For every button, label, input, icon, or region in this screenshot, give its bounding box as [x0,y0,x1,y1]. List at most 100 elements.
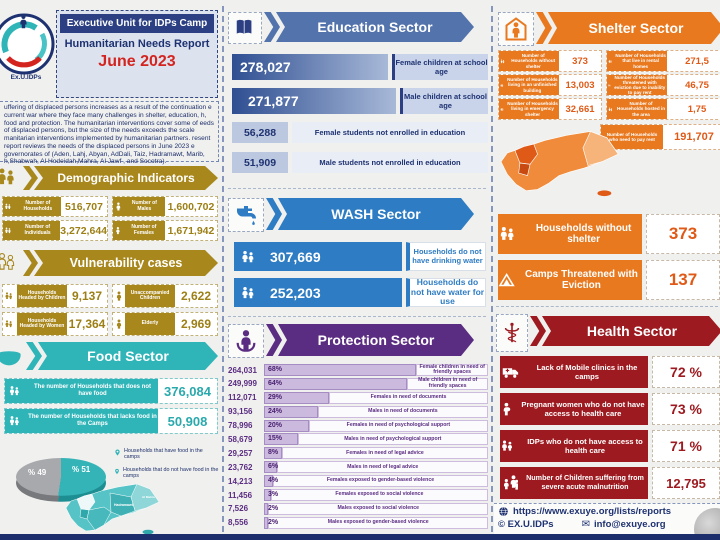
stat-value: 2,969 [180,317,212,331]
protection-value: 264,031 [228,365,257,375]
stat-chip: Number of Individuals 3,272,644 [2,220,108,241]
tent-icon [499,273,515,287]
map-label: Hadramawt [114,503,134,507]
health-value: 72 % [652,356,720,388]
women-household-icon [4,315,16,333]
protection-value: 78,996 [228,421,253,431]
house-person-icon [504,17,528,41]
stat-value: 17,364 [68,317,106,331]
protection-track: 2% Males exposed to social violence [264,502,488,515]
protection-row: 112,071 29% Females in need of documents [228,391,488,404]
people-icon [0,166,23,188]
health-row: Number of Children suffering from severe… [500,467,720,499]
shelter-stats-right: Number of Households that live in rental… [606,50,720,122]
stat-value: 2,622 [180,289,212,303]
pin-icon [115,468,119,475]
stat-label: Number of Individuals [24,224,51,236]
stat-chip: Number of Males 1,600,702 [112,196,218,217]
education-row: 271,877 Male children at school age [232,88,488,114]
shelter-chip-label: Households without shelter [535,223,632,245]
protection-label: Females in need of psychological support [308,419,488,432]
shelter-chip-value: 373 [646,214,720,254]
column-divider [222,6,224,532]
family-icon [500,437,518,455]
legend-item: Households that do not have food in the … [123,467,219,479]
protection-bar-fill: 15% [264,433,298,446]
education-label: Male students not enrolled in education [292,152,488,173]
protection-bar-fill: 4% [264,475,278,488]
footer-email[interactable]: info@exuye.org [593,519,666,530]
protection-percent: 2% [268,504,279,512]
protection-value: 23,762 [228,462,253,472]
protection-bar-fill: 29% [264,391,329,404]
protection-value: 7,526 [228,504,249,514]
stat-value: 46,75 [685,79,709,91]
protection-percent: 4% [268,477,279,485]
stat-chip: Number of Households living in an unfini… [498,74,602,96]
stat-value: 32,661 [565,103,595,115]
section-title-health: Health Sector [542,316,720,346]
protection-row: 23,762 6% Males in need of legal advice [228,461,488,474]
vulnerable-people-icon [0,250,23,274]
protection-label: Males in need of psychological support [297,433,488,446]
stat-label: Households Headed by Children [18,289,66,301]
stat-label: Households Headed by Women [19,317,65,329]
protection-bars: 264,031 68% Female children in need of f… [228,364,488,531]
stat-value: 1,75 [687,103,707,115]
stat-value: 3,272,644 [60,224,107,237]
protection-row: 58,679 15% Males in need of psychologica… [228,433,488,446]
protection-row: 93,156 24% Males in need of documents [228,405,488,418]
protection-value: 11,456 [228,490,253,500]
protection-row: 11,456 3% Females exposed to social viol… [228,489,488,502]
shelter-chip-value: 137 [646,260,720,300]
yemen-map-food: Hadramawt Al Mahra [65,483,160,534]
children-icon [500,474,518,492]
family-icon [500,104,505,115]
footer-url[interactable]: https://www.exuye.org/lists/reports [513,506,672,517]
stat-value: 271,5 [685,55,709,67]
pregnant-woman-icon [503,402,511,416]
stat-chip: Number of Females 1,671,942 [112,220,218,241]
protection-track: 29% Females in need of documents [264,391,488,404]
report-date: June 2023 [98,53,176,70]
education-row: 51,909 Male students not enrolled in edu… [232,152,488,173]
stat-chip: Number of Households threatened with evi… [606,74,720,96]
health-row: Lack of Mobile clinics in the camps 72 % [500,356,720,388]
protection-percent: 15% [268,435,283,443]
caduceus-icon [504,322,520,343]
education-value: 56,288 [232,122,288,143]
protection-track: 68% Female children in need of friendly … [264,364,488,376]
health-row: IDPs who do not have access to health ca… [500,430,720,462]
protection-row: 264,031 68% Female children in need of f… [228,364,488,376]
households-icon [4,201,14,212]
protection-bar-fill: 6% [264,461,278,474]
section-divider [228,316,486,317]
stat-value: 191,707 [674,131,714,143]
stat-label: Elderly [141,320,159,327]
protection-row: 7,526 2% Males exposed to social violenc… [228,502,488,515]
pie-top [16,458,106,496]
unaccompanied-child-icon [116,291,122,301]
health-value: 12,795 [652,467,720,499]
section-title-shelter: Shelter Sector [548,12,720,44]
shelter-chip: Camps Threatened with Eviction 137 [498,260,720,300]
stat-value: 9,137 [71,289,103,303]
stat-label: Number of Households [23,200,53,212]
column-divider [491,6,493,532]
stat-chip: Number of Households 516,707 [2,196,108,217]
stat-label: Number of Males [131,200,157,212]
protection-track: 2% Males exposed to gender-based violenc… [264,516,488,529]
protection-icon [234,329,258,353]
chevron-icon [23,250,38,276]
health-icon-box [496,314,528,352]
tap-icon [237,206,256,225]
stat-label: Number of Households living in an unfini… [507,77,558,93]
protection-track: 24% Males in need of documents [264,405,488,418]
protection-bar-fill: 20% [264,419,309,432]
education-icon-box [228,12,262,44]
education-label: Female students not enrolled in educatio… [292,122,488,143]
protection-label: Males in need of documents [317,405,488,418]
male-icon [116,202,121,211]
stat-chip: Households Headed by Children 9,137 [2,284,108,308]
